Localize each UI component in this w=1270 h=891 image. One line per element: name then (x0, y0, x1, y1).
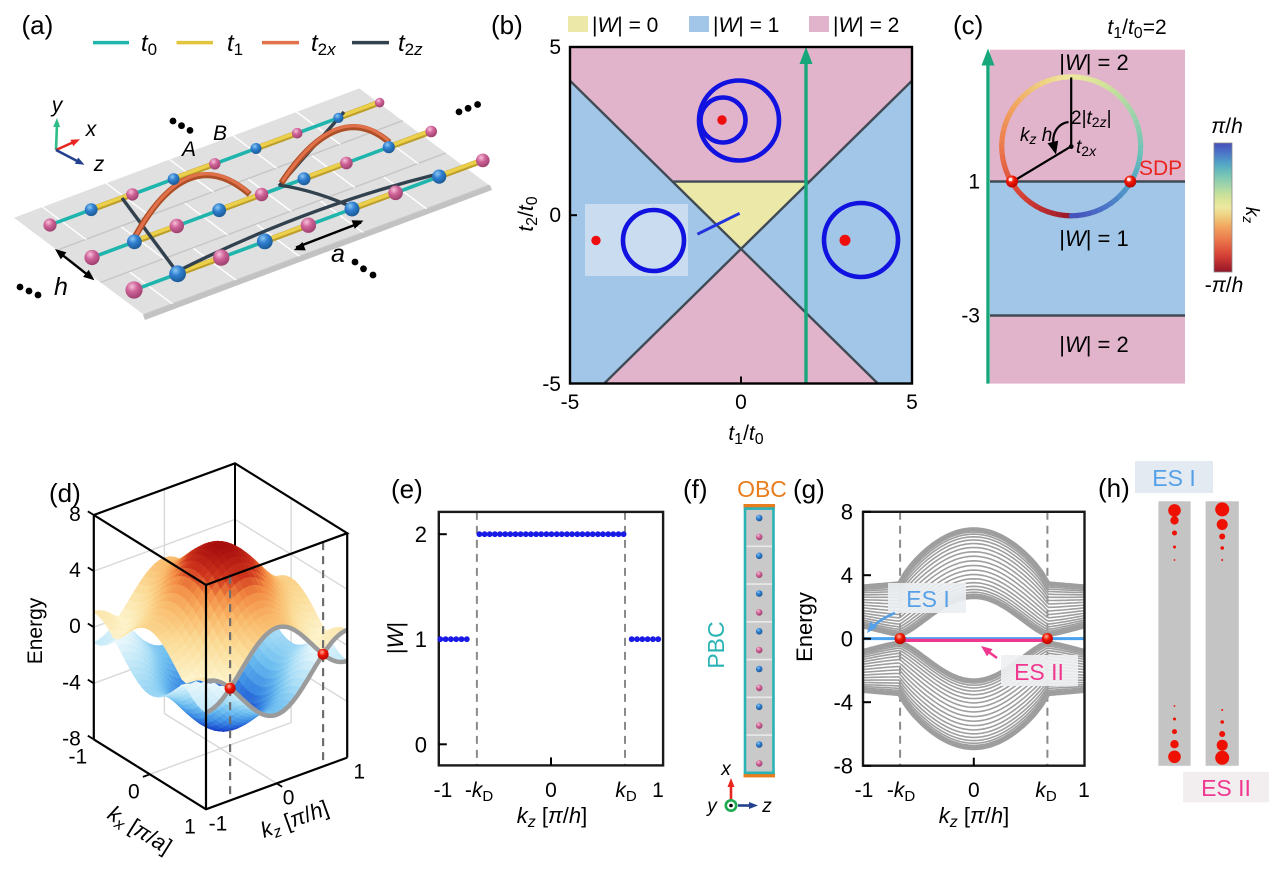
svg-text:SDP: SDP (1139, 157, 1182, 180)
svg-text:(c): (c) (953, 10, 983, 40)
svg-text:A: A (180, 138, 196, 161)
svg-text:1: 1 (353, 761, 365, 784)
svg-text:-4: -4 (62, 671, 81, 694)
svg-text:|W| = 2: |W| = 2 (833, 14, 899, 37)
svg-text:ES I: ES I (906, 586, 949, 612)
svg-text:|W| = 2: |W| = 2 (1059, 50, 1129, 75)
svg-text:8: 8 (841, 500, 853, 525)
svg-text:a: a (331, 240, 345, 268)
svg-text:-π/h: -π/h (1205, 274, 1244, 297)
svg-text:|W| = 2: |W| = 2 (1059, 332, 1129, 357)
svg-text:0: 0 (841, 627, 853, 652)
svg-text:5: 5 (906, 391, 918, 414)
svg-text:OBC: OBC (737, 476, 787, 502)
svg-text:|W| = 1: |W| = 1 (713, 14, 779, 37)
svg-text:h: h (54, 273, 68, 301)
svg-text:|W| = 1: |W| = 1 (1059, 226, 1129, 251)
svg-text:ES II: ES II (1014, 659, 1064, 685)
svg-text:1: 1 (184, 815, 196, 838)
svg-text:x: x (720, 759, 732, 780)
svg-text:1: 1 (1078, 779, 1090, 802)
svg-text:-1: -1 (855, 779, 874, 802)
svg-text:0: 0 (968, 779, 980, 802)
svg-text:(g): (g) (793, 474, 825, 504)
svg-text:(b): (b) (491, 10, 523, 40)
svg-text:kz [π/h]: kz [π/h] (517, 803, 587, 831)
svg-text:4: 4 (69, 559, 81, 582)
svg-text:-3: -3 (961, 305, 980, 328)
svg-text:1: 1 (968, 171, 980, 194)
svg-text:ES II: ES II (1201, 775, 1251, 801)
svg-text:kz h: kz h (1020, 125, 1052, 147)
svg-text:-1: -1 (209, 812, 228, 835)
svg-text:PBC: PBC (703, 621, 729, 668)
svg-text:π/h: π/h (1211, 115, 1243, 138)
svg-text:4: 4 (841, 563, 853, 588)
svg-text:0: 0 (735, 391, 747, 414)
svg-text:0: 0 (69, 615, 81, 638)
svg-text:-1: -1 (68, 745, 87, 768)
svg-text:y: y (50, 94, 64, 117)
svg-text:0: 0 (415, 732, 427, 757)
svg-text:kz [π/h]: kz [π/h] (939, 803, 1009, 831)
svg-text:(f): (f) (683, 474, 708, 504)
svg-text:1: 1 (652, 779, 664, 802)
svg-text:5: 5 (549, 36, 561, 59)
svg-text:z: z (761, 796, 772, 817)
svg-text:(d): (d) (49, 478, 81, 508)
svg-text:Energy: Energy (24, 597, 47, 664)
svg-text:0: 0 (549, 204, 561, 227)
svg-text:z: z (93, 153, 105, 176)
svg-text:ES I: ES I (1152, 465, 1195, 491)
svg-text:(h): (h) (1098, 473, 1130, 503)
svg-text:(e): (e) (391, 474, 423, 504)
svg-text:(a): (a) (22, 10, 54, 40)
svg-text:0: 0 (545, 779, 557, 802)
svg-text:-1: -1 (434, 779, 453, 802)
svg-text:|W|: |W| (383, 622, 408, 654)
svg-text:-4: -4 (833, 690, 853, 715)
svg-text:1: 1 (415, 627, 427, 652)
svg-text:B: B (213, 122, 227, 145)
svg-text:2: 2 (415, 522, 427, 547)
svg-text:-5: -5 (561, 391, 580, 414)
svg-text:Energy: Energy (792, 592, 817, 662)
svg-text:-5: -5 (542, 373, 561, 396)
svg-text:0: 0 (128, 780, 140, 803)
svg-text:-8: -8 (833, 754, 853, 779)
svg-text:x: x (85, 118, 98, 141)
svg-text:|W| = 0: |W| = 0 (592, 14, 658, 37)
svg-text:y: y (705, 796, 718, 817)
